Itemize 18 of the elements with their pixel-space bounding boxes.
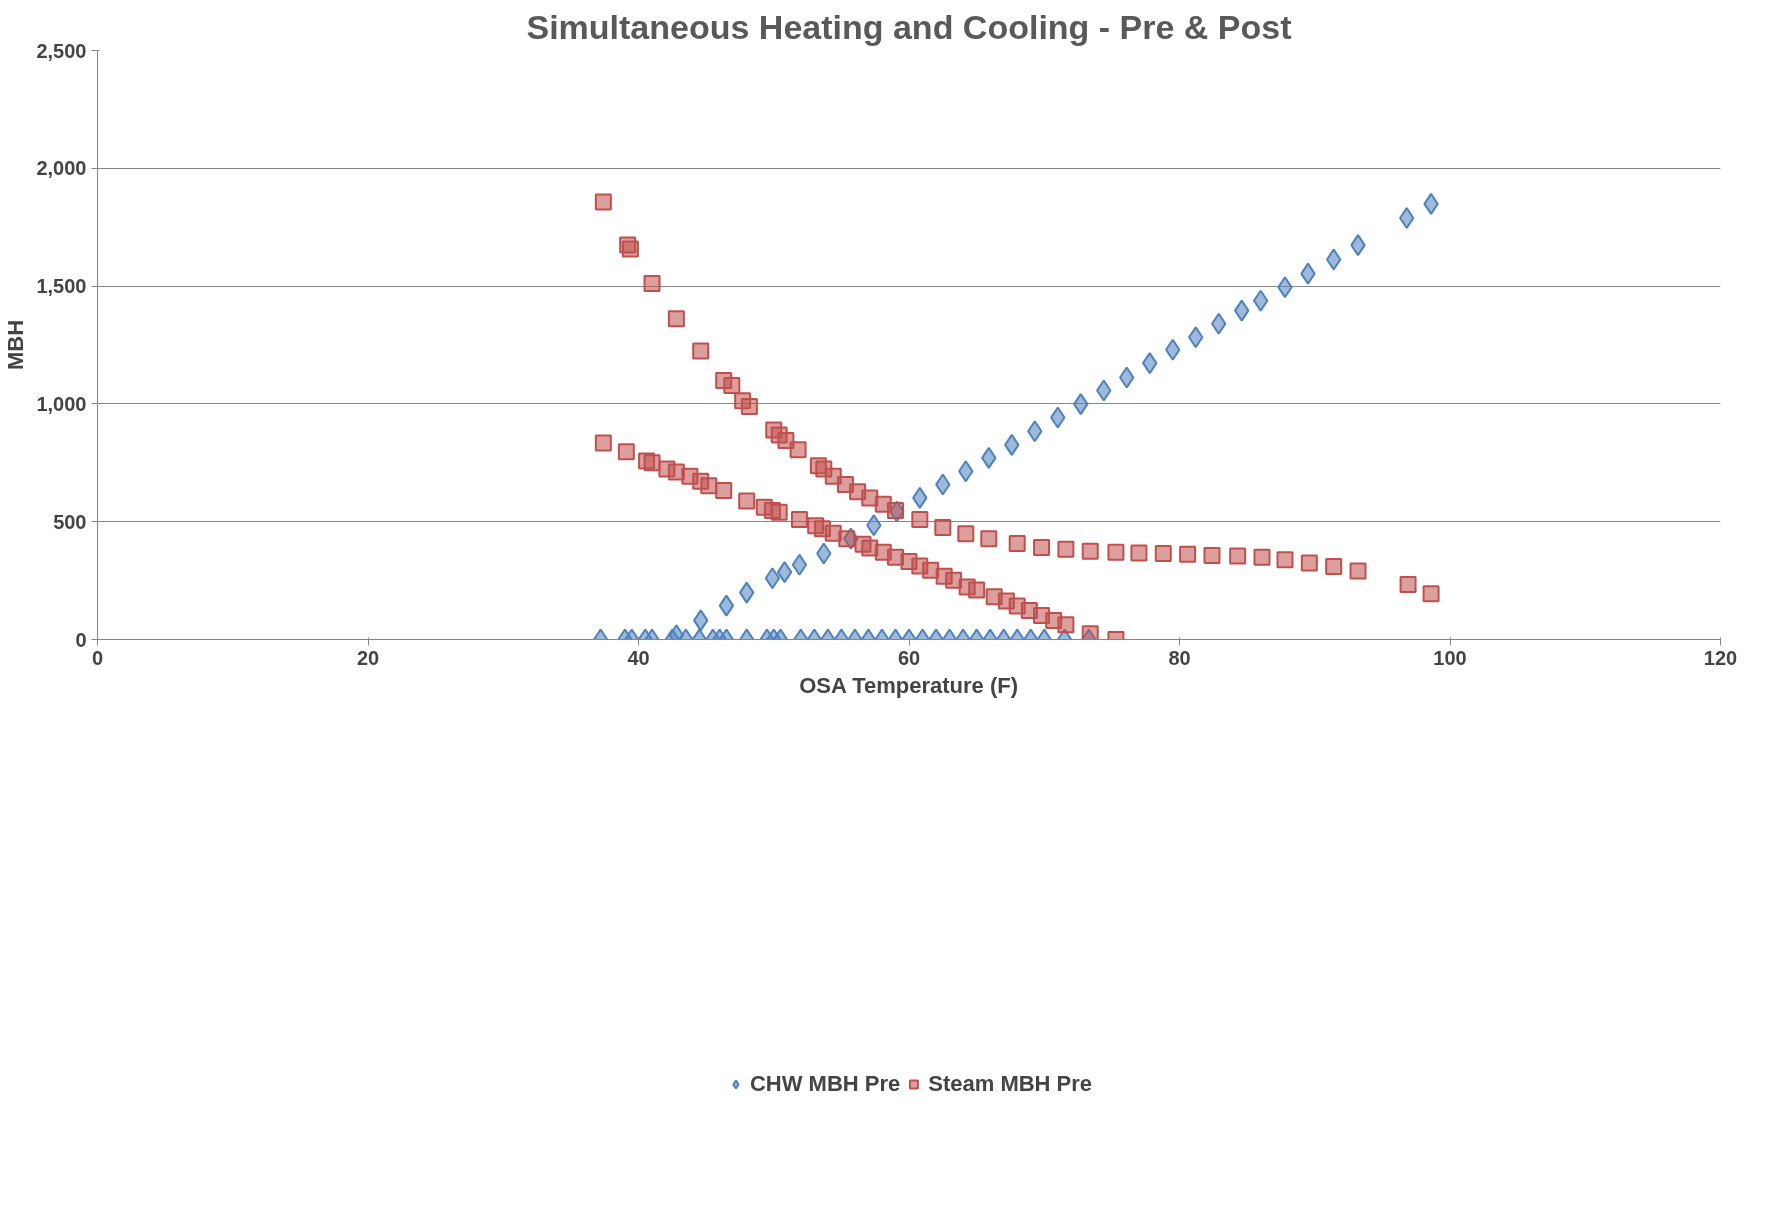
x-tick-label: 40 xyxy=(627,646,650,669)
y-tick-label: 0 xyxy=(75,628,87,651)
y-axis-title: MBH xyxy=(3,319,29,371)
x-tick-label: 80 xyxy=(1168,646,1191,669)
x-tick-label: 60 xyxy=(897,646,921,669)
x-tick-label: 20 xyxy=(356,646,380,669)
x-tick-label: 120 xyxy=(1703,646,1738,669)
y-tick-label: 1,500 xyxy=(36,275,87,298)
x-tick-label: 0 xyxy=(91,646,104,669)
x-tick-label: 100 xyxy=(1433,646,1467,669)
legend-label: CHW MBH Pre xyxy=(749,1070,901,1097)
y-tick-label: 500 xyxy=(53,510,87,533)
x-axis-title: OSA Temperature (F) xyxy=(799,672,1018,698)
y-tick-label: 1,000 xyxy=(36,392,87,415)
y-tick-label: 2,500 xyxy=(36,39,87,62)
y-tick-label: 2,000 xyxy=(36,157,87,180)
legend-label: Steam MBH Pre xyxy=(928,1070,1093,1097)
chart-title: Simultaneous Heating and Cooling - Pre & Post xyxy=(526,7,1292,46)
